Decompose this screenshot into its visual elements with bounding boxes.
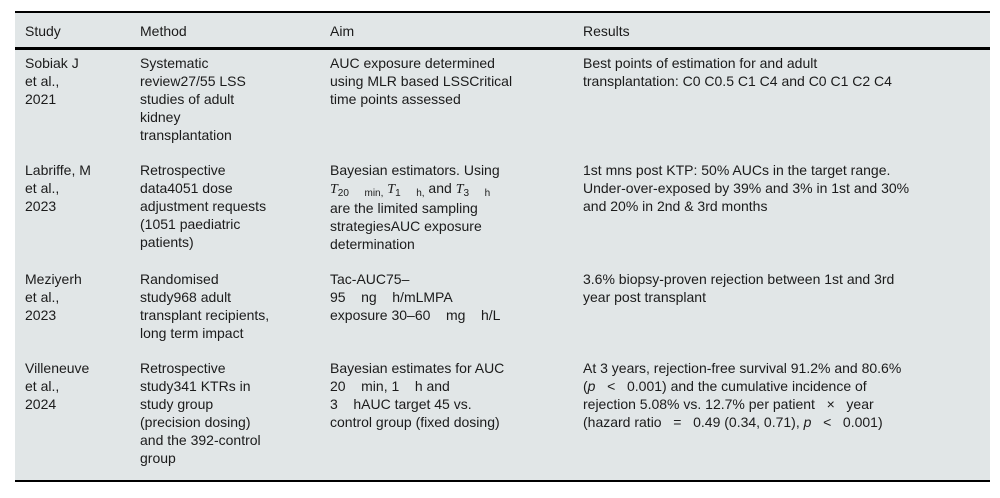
table-row: Labriffe, M et al., 2023 Retrospective d…: [15, 157, 990, 266]
method-cell: Randomised study968 adult transplant rec…: [140, 271, 270, 341]
aim-cell: Bayesian estimates for AUC 20 min, 1 h a…: [330, 360, 505, 430]
method-cell: Retrospective study341 KTRs in study gro…: [140, 360, 261, 466]
method-cell: Systematic review27/55 LSS studies of ad…: [140, 55, 246, 143]
study-cell: Labriffe, M et al., 2023: [25, 162, 91, 214]
aim-cell: AUC exposure determined using MLR based …: [330, 55, 513, 107]
results-cell: 1st mns post KTP: 50% AUCs in the target…: [583, 162, 910, 214]
method-cell: Retrospective data4051 dose adjustment r…: [140, 162, 267, 250]
table-row: Villeneuve et al., 2024 Retrospective st…: [15, 355, 990, 481]
column-header-results: Results: [583, 12, 990, 50]
study-cell: Meziyerh et al., 2023: [25, 271, 82, 323]
header-row: Study Method Aim Results: [15, 12, 990, 50]
aim-cell: Tac-AUC75– 95 ng h/mLMPA exposure 30–60 …: [330, 271, 501, 323]
results-cell: At 3 years, rejection-free survival 91.2…: [583, 360, 902, 430]
aim-cell: Bayesian estimators. Using T20 min, T1 h,…: [330, 162, 500, 252]
study-cell: Villeneuve et al., 2024: [25, 360, 90, 412]
column-header-study: Study: [15, 12, 140, 50]
table-row: Meziyerh et al., 2023 Randomised study96…: [15, 266, 990, 355]
results-cell: Best points of estimation for and adult …: [583, 55, 892, 89]
studies-table: Study Method Aim Results Sobiak J et al.…: [15, 11, 990, 482]
column-header-method: Method: [140, 12, 330, 50]
column-header-aim: Aim: [330, 12, 583, 50]
studies-table-container: Study Method Aim Results Sobiak J et al.…: [15, 11, 990, 482]
results-cell: 3.6% biopsy-proven rejection between 1st…: [583, 271, 895, 305]
table-row: Sobiak J et al., 2021 Systematic review2…: [15, 49, 990, 158]
study-cell: Sobiak J et al., 2021: [25, 55, 79, 107]
